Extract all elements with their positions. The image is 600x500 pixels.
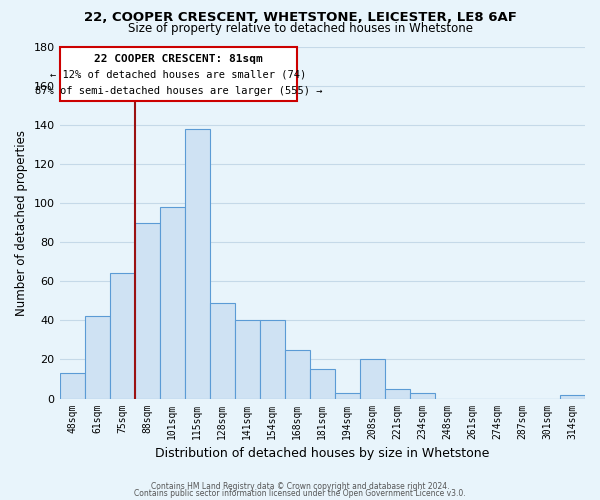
Text: Size of property relative to detached houses in Whetstone: Size of property relative to detached ho…	[128, 22, 473, 35]
Bar	[235, 320, 260, 398]
Text: 22, COOPER CRESCENT, WHETSTONE, LEICESTER, LE8 6AF: 22, COOPER CRESCENT, WHETSTONE, LEICESTE…	[83, 11, 517, 24]
Text: 87% of semi-detached houses are larger (555) →: 87% of semi-detached houses are larger (…	[35, 86, 322, 96]
Bar	[134, 222, 160, 398]
Y-axis label: Number of detached properties: Number of detached properties	[15, 130, 28, 316]
Bar	[410, 392, 435, 398]
Bar	[85, 316, 110, 398]
Bar	[260, 320, 285, 398]
Bar	[310, 369, 335, 398]
Bar	[335, 392, 360, 398]
Text: 22 COOPER CRESCENT: 81sqm: 22 COOPER CRESCENT: 81sqm	[94, 54, 263, 64]
Text: ← 12% of detached houses are smaller (74): ← 12% of detached houses are smaller (74…	[50, 70, 307, 80]
X-axis label: Distribution of detached houses by size in Whetstone: Distribution of detached houses by size …	[155, 447, 490, 460]
Bar	[110, 274, 134, 398]
Bar	[560, 394, 585, 398]
Bar	[285, 350, 310, 399]
Text: Contains HM Land Registry data © Crown copyright and database right 2024.: Contains HM Land Registry data © Crown c…	[151, 482, 449, 491]
Bar	[160, 207, 185, 398]
Bar	[360, 360, 385, 399]
Bar	[185, 128, 209, 398]
Bar	[209, 302, 235, 398]
FancyBboxPatch shape	[59, 46, 297, 102]
Bar	[59, 373, 85, 398]
Bar	[385, 389, 410, 398]
Text: Contains public sector information licensed under the Open Government Licence v3: Contains public sector information licen…	[134, 489, 466, 498]
